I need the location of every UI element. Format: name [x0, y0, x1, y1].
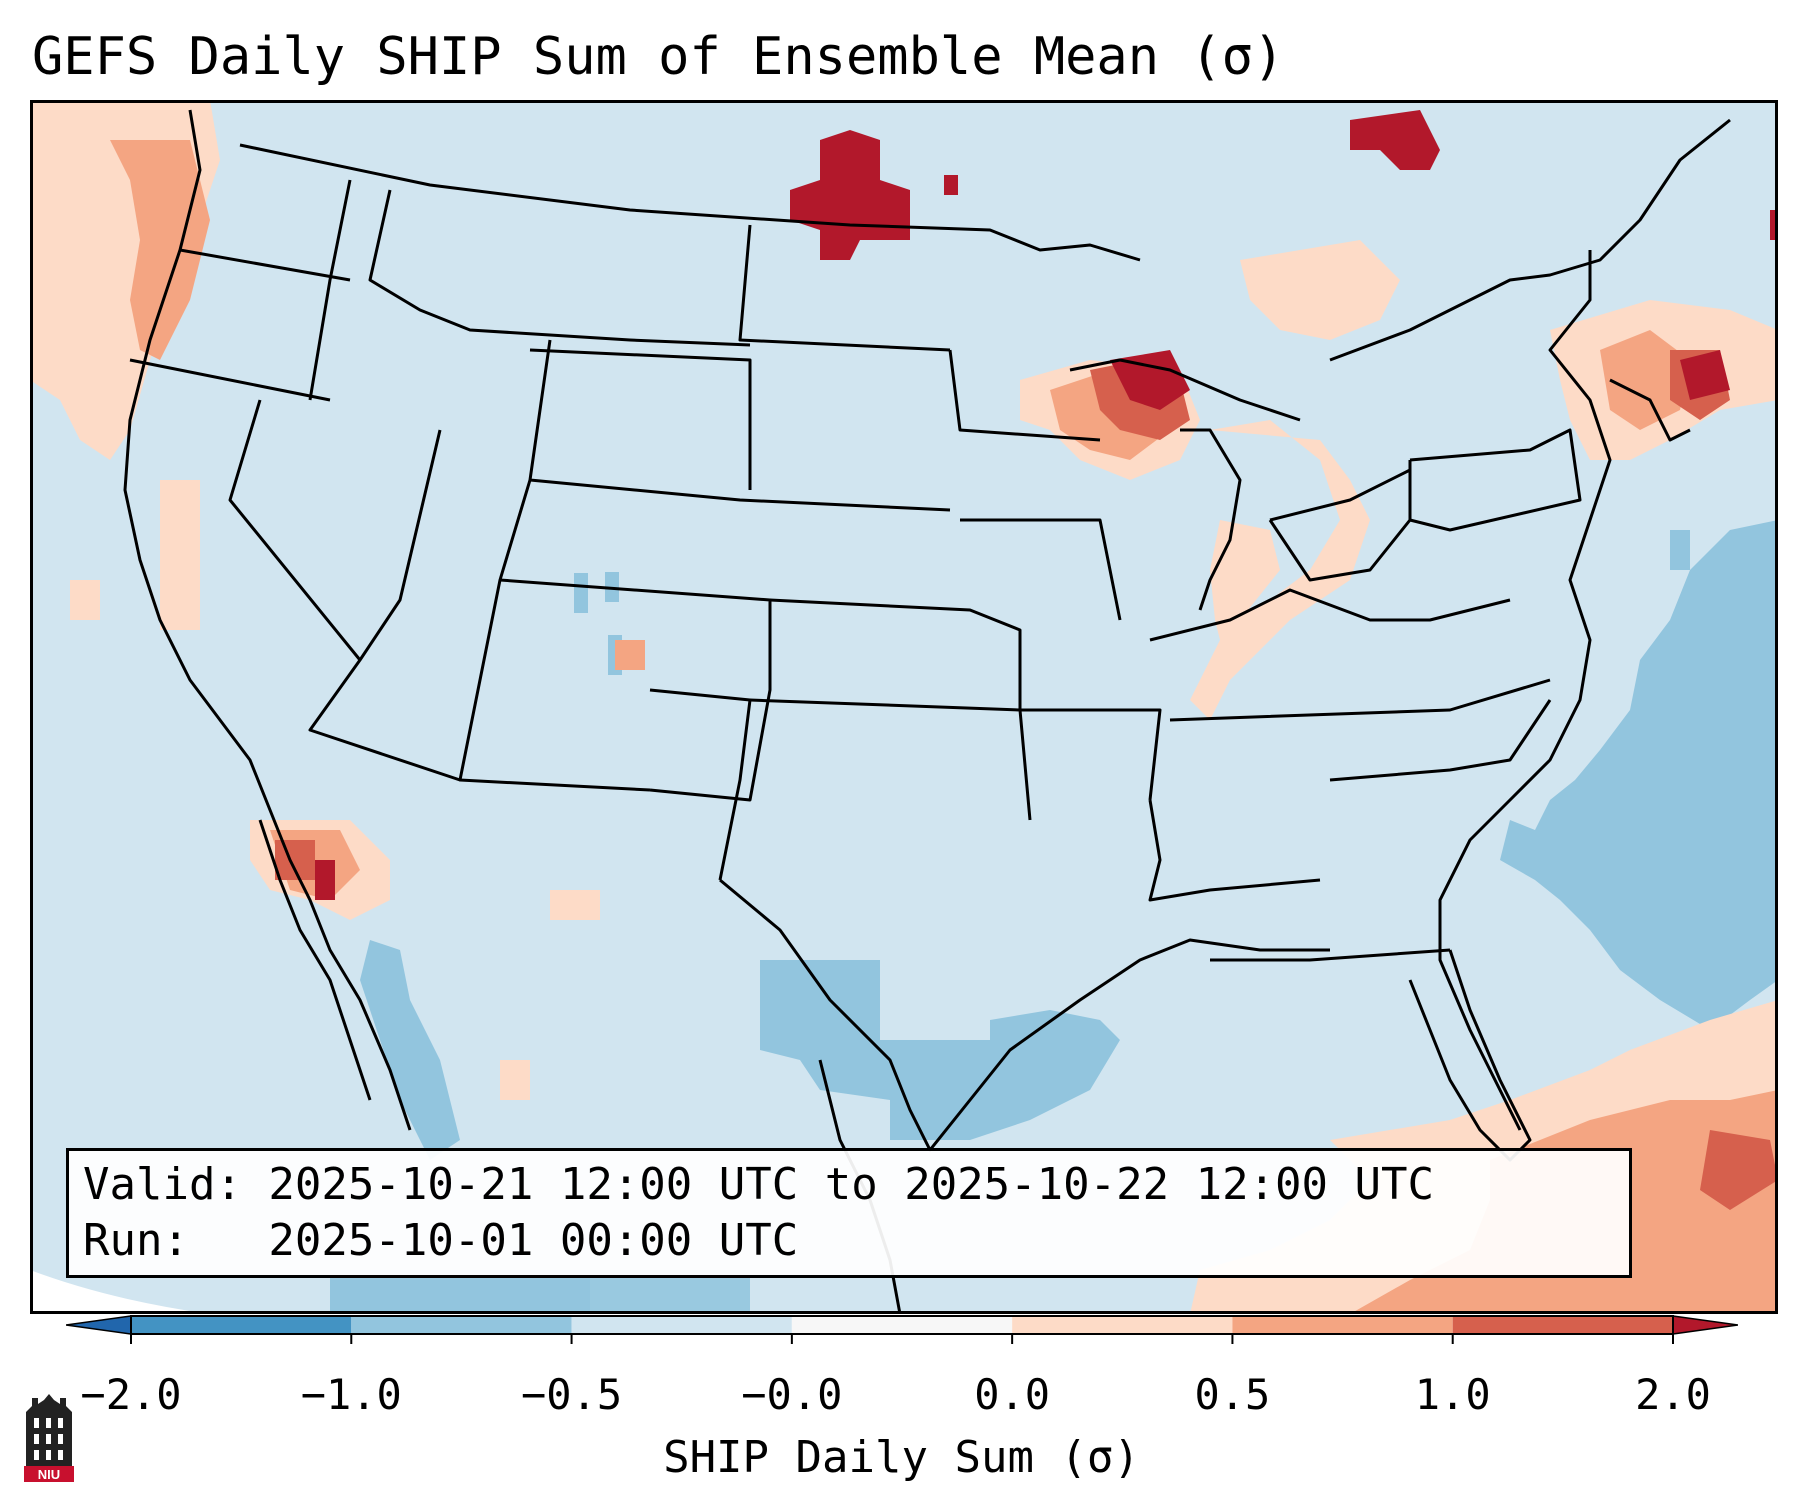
atlantic-extreme-cell: [1770, 210, 1778, 240]
valid-run-info-box: Valid: 2025-10-21 12:00 UTC to 2025-10-2…: [66, 1148, 1632, 1278]
colorbar-tick-label: 1.0: [1414, 1370, 1491, 1419]
colorbar-bin: [791, 1316, 1013, 1334]
colorbar-tick-label: −0.5: [520, 1370, 623, 1419]
great-lakes-michigan: [1180, 428, 1242, 611]
nm-tx-border: [649, 688, 752, 881]
colorbar-bin: [1452, 1316, 1673, 1334]
ca-nv-border: [228, 399, 362, 661]
wy-border: [529, 348, 752, 490]
sd-ne-border: [528, 339, 951, 512]
colorbar-label: SHIP Daily Sum (σ): [663, 1432, 1140, 1483]
niu-logo-text: NIU: [38, 1467, 60, 1482]
nd-sd-border: [738, 224, 951, 352]
colorbar-tick-label: 0.5: [1194, 1370, 1271, 1419]
colorbar-bin: [1232, 1316, 1453, 1334]
west-coast: [123, 109, 412, 1131]
nevada-positive-cell: [70, 580, 100, 620]
montana-border: [368, 189, 751, 347]
colorbar-extend-low: [66, 1315, 132, 1335]
ia-mo-border: [960, 518, 1122, 621]
lower-mexico-negative-patch: [330, 1270, 590, 1314]
or-ca-border: [129, 358, 331, 402]
state-borders: [123, 109, 1731, 1314]
idaho-border: [308, 179, 352, 401]
lower-gulf-negative-patch: [590, 1270, 750, 1314]
map-canvas: [30, 100, 1778, 1314]
colorbar-tick-label: −1.0: [300, 1370, 402, 1419]
colorbar-tick-label: 2.0: [1635, 1370, 1711, 1419]
pa-border: [1409, 428, 1582, 532]
west-mexico-negative-patch: [360, 940, 460, 1160]
great-lakes-erie: [1269, 468, 1411, 522]
colorbar-outline: [130, 1315, 1674, 1335]
east-coast: [1438, 250, 1612, 1131]
ky-border: [1149, 588, 1511, 642]
oh-border: [1268, 460, 1412, 582]
california-positive-cell: [160, 480, 200, 630]
map-frame-border: [30, 100, 1778, 1314]
north-dakota-extreme-cell: [944, 175, 958, 195]
us-canada-border: [239, 143, 1141, 262]
ks-ok-border: [769, 598, 1022, 710]
out-of-domain-corner: [30, 1270, 210, 1314]
niu-logo: NIU: [24, 1394, 74, 1482]
negative-anomaly-patches: [330, 520, 1778, 1314]
run-time-label: Run: 2025-10-01 00:00 UTC: [83, 1215, 799, 1266]
new-england-border: [1609, 378, 1691, 442]
wa-or-border: [179, 248, 351, 282]
co-border: [499, 578, 772, 802]
colorbar: [66, 1315, 1738, 1344]
caribbean-strong-patch: [1700, 1130, 1778, 1210]
colorbar-bin: [131, 1316, 352, 1334]
colorbar-bin: [571, 1316, 792, 1334]
great-lakes-positive-patch: [1240, 240, 1400, 340]
mo-ar-border: [1020, 708, 1162, 801]
new-england-medium-patch: [1600, 330, 1690, 430]
maine-extreme-patch: [1350, 110, 1440, 170]
texas-positive-cell: [550, 890, 600, 920]
valid-time-label: Valid: 2025-10-21 12:00 UTC to 2025-10-2…: [83, 1159, 1435, 1210]
ga-fl-border: [1210, 948, 1451, 962]
map-title: GEFS Daily SHIP Sum of Ensemble Mean (σ): [32, 27, 1285, 87]
colorbar-tick-label: −0.0: [741, 1370, 843, 1419]
colorbar-bin: [351, 1316, 572, 1334]
mn-ia-border: [948, 349, 1101, 442]
oregon-coast-positive-patch: [110, 140, 210, 360]
ut-co-border: [458, 479, 651, 792]
atlantic-negative-patch: [1500, 520, 1778, 1030]
baja-strong-cell: [275, 840, 315, 880]
upper-michigan-extreme-patch: [1110, 350, 1190, 410]
colorbar-bin: [1012, 1316, 1233, 1334]
baja-coast: [258, 819, 372, 1101]
colorado-negative-cell: [574, 573, 588, 613]
indiana-positive-patch: [1210, 520, 1280, 660]
new-england-extreme-patch: [1680, 350, 1730, 400]
michigan-positive-patch: [1190, 420, 1370, 720]
colorbar-extend-high: [1672, 1315, 1738, 1335]
us-canada-border-east: [1329, 118, 1731, 362]
mexico-positive-cell: [500, 1060, 530, 1100]
colorado-medium-cell: [615, 640, 645, 670]
nv-ut-border: [308, 429, 461, 782]
atlantic-negative-cell: [1670, 530, 1690, 570]
colorbar-tick-label: 0.0: [974, 1370, 1051, 1419]
map-panel: [30, 100, 1778, 1314]
carolinas-border: [1329, 699, 1552, 782]
gulf-negative-patch: [760, 960, 1120, 1140]
texas-coast: [719, 878, 1330, 1152]
colorbar-tick-label: −2.0: [80, 1370, 182, 1419]
ms-al-border: [1148, 799, 1321, 902]
tn-border: [1169, 678, 1551, 722]
baja-extreme-cell: [315, 860, 335, 900]
great-lakes-superior: [1069, 358, 1301, 422]
